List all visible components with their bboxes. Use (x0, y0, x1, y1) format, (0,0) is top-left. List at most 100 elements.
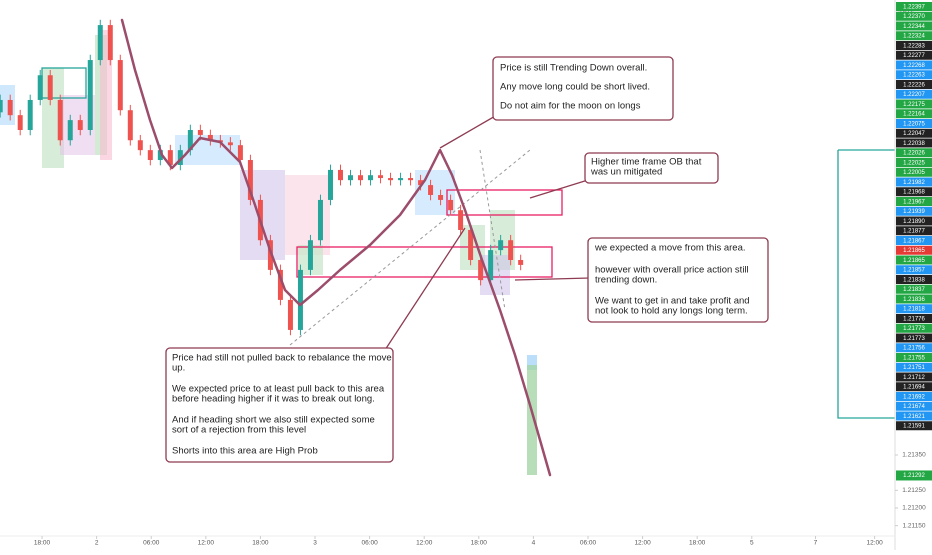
price-tag (896, 80, 932, 89)
price-tag (896, 167, 932, 177)
candle-body (317, 199, 323, 241)
zone (100, 30, 112, 160)
candle-body (107, 25, 113, 61)
price-tag (896, 284, 932, 294)
price-tag-label: 1.22268 (903, 63, 925, 69)
x-tick-label: 2 (95, 540, 99, 547)
candle-body (157, 150, 163, 161)
note-text: We expected price to at least pull back … (172, 384, 385, 395)
price-tag-label: 1.21939 (903, 209, 925, 215)
leader (529, 179, 589, 199)
price-tag-label: 1.21773 (903, 326, 925, 332)
note-text: Price had still not pulled back to rebal… (172, 353, 392, 364)
note-text: however with overall price action still (595, 265, 749, 276)
x-tick-label: 4 (532, 540, 536, 547)
price-tag-label: 1.21692 (903, 394, 925, 400)
y-tick-label: 1.21150 (902, 522, 925, 529)
dashed-line (479, 149, 506, 311)
price-tag (896, 421, 932, 431)
price-tag (896, 333, 932, 343)
candle-body (17, 115, 23, 130)
price-tag-label: 1.21776 (903, 316, 925, 322)
candle-body (368, 175, 374, 181)
price-tag (896, 401, 932, 411)
x-tick-label: 18:00 (471, 540, 488, 547)
zone (42, 68, 64, 168)
price-tag-label: 1.22226 (903, 82, 925, 88)
y-tick-label: 1.21200 (902, 505, 926, 512)
zone (480, 255, 510, 295)
price-tag-label: 1.21890 (903, 219, 925, 225)
price-tag (896, 343, 932, 353)
price-tag-label: 1.22026 (903, 151, 925, 157)
note-box (165, 347, 394, 463)
price-tag-label: 1.21865 (903, 258, 925, 264)
bracket (837, 149, 895, 419)
zone (527, 365, 537, 475)
candle-body (237, 145, 243, 161)
note-text: Do not aim for the moon on longs (500, 101, 641, 112)
candle-body (7, 99, 13, 116)
candle-body (147, 150, 153, 161)
note-box (584, 152, 719, 184)
price-tag-label: 1.22344 (903, 24, 925, 30)
candle-body (518, 259, 524, 265)
x-tick-label: 18:00 (252, 540, 269, 547)
price-tag (896, 197, 932, 206)
price-tag (896, 89, 932, 99)
price-tag-label: 1.21967 (903, 199, 925, 205)
price-tag-label: 1.22277 (903, 53, 925, 59)
candle-body (277, 269, 283, 300)
note-text: was un mitigated (590, 167, 662, 178)
candle-body (297, 269, 303, 330)
candle-body (438, 194, 444, 200)
zone-box (296, 246, 553, 278)
price-tag (896, 382, 932, 392)
price-tag (896, 70, 932, 80)
candle-body (388, 178, 394, 181)
axes: 18:00 2 06:00 12:00 18:00 3 06:00 12:00 18:00 4 06… (34, 2, 932, 547)
note-text: up. (172, 363, 185, 374)
last-price-tag (896, 470, 932, 481)
ob-box (446, 189, 563, 216)
price-tag-label: 1.21694 (903, 385, 925, 391)
note-box (492, 56, 674, 121)
zone (527, 355, 537, 370)
last-price-label: 1.21292 (903, 473, 925, 479)
candle-body (408, 178, 414, 181)
candle-body (418, 180, 424, 186)
note-text: before heading higher if it was to break… (172, 394, 375, 405)
price-tag-label: 1.21712 (903, 375, 925, 381)
candle-body (167, 150, 173, 165)
price-tag (896, 128, 932, 138)
price-tag (896, 226, 932, 236)
price-tag-label: 1.21751 (903, 365, 925, 371)
price-tag (896, 392, 932, 401)
x-tick-label: 12:00 (866, 540, 883, 547)
note-text: we expected a move from this area. (594, 243, 746, 254)
note-text: Price is still Trending Down overall. (500, 63, 647, 74)
price-tag (896, 109, 932, 119)
price-tag-label: 1.22397 (903, 4, 925, 10)
price-tag (896, 21, 932, 31)
price-tag-label: 1.21756 (903, 346, 925, 352)
price-tag (896, 372, 932, 382)
candle-body (488, 250, 494, 281)
note-text: trending down. (595, 275, 657, 286)
candle-body (337, 169, 343, 181)
note-text: Shorts into this area are High Prob (172, 446, 318, 457)
candle-body (247, 160, 253, 200)
price-tag-label: 1.22324 (903, 34, 925, 40)
candle-body (27, 99, 33, 130)
leader (439, 114, 498, 149)
candle-body (0, 99, 3, 113)
price-tag (896, 2, 932, 11)
x-tick-label: 06:00 (580, 540, 597, 547)
price-tag-label: 1.22025 (903, 160, 925, 166)
price-tag (896, 148, 932, 158)
note-text: not look to hold any longs long term. (595, 306, 748, 317)
annotations: Price is still Trending Down overall. An… (165, 56, 769, 463)
candle-body (307, 240, 313, 270)
price-tag (896, 275, 932, 284)
x-tick-label: 7 (814, 540, 818, 547)
